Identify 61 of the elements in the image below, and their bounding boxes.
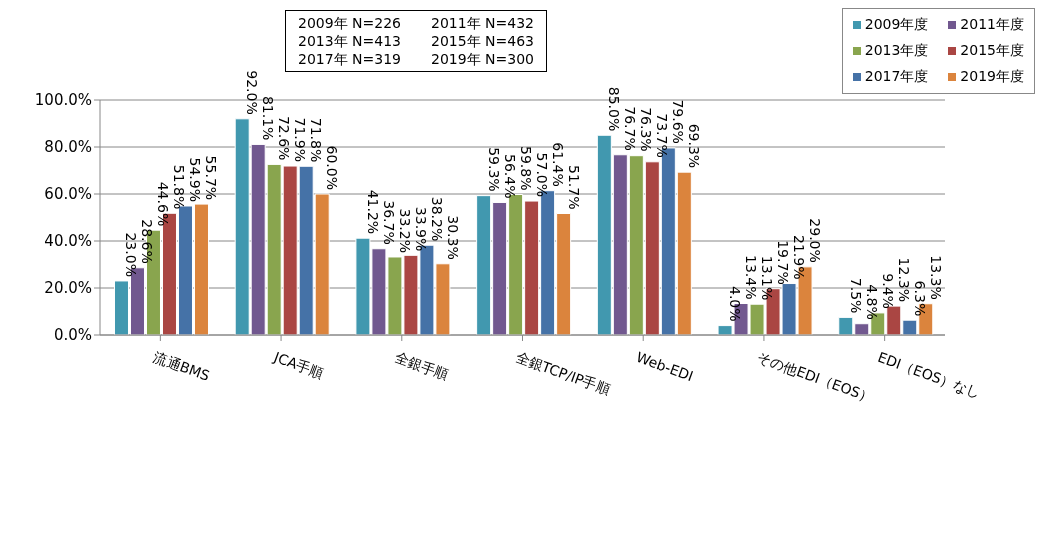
data-label: 73.7% bbox=[654, 113, 671, 158]
data-label: 23.0% bbox=[123, 232, 140, 277]
data-label: 19.7% bbox=[775, 240, 792, 285]
legend-label: 2011年度 bbox=[960, 16, 1024, 34]
legend-label: 2013年度 bbox=[864, 42, 929, 60]
y-tick-label: 20.0% bbox=[44, 279, 92, 298]
y-tick-label: 60.0% bbox=[44, 185, 92, 204]
data-label: 6.3% bbox=[911, 280, 928, 317]
data-label: 33.9% bbox=[412, 206, 429, 252]
y-tick-label: 0.0% bbox=[53, 326, 92, 345]
data-label: 51.8% bbox=[171, 164, 188, 210]
data-label: 57.0% bbox=[533, 152, 550, 198]
data-label: 76.7% bbox=[622, 106, 639, 151]
data-label: 41.2% bbox=[364, 189, 381, 235]
data-label: 92.0% bbox=[244, 70, 261, 115]
data-label: 38.2% bbox=[428, 196, 445, 242]
data-label: 13.1% bbox=[759, 255, 776, 301]
data-label: 71.8% bbox=[308, 117, 325, 163]
legend-label: 2019年度 bbox=[960, 68, 1024, 86]
data-label: 76.3% bbox=[638, 107, 655, 152]
data-label: 28.6% bbox=[139, 219, 156, 264]
data-label: 30.3% bbox=[444, 215, 461, 260]
data-label: 12.3% bbox=[895, 257, 912, 303]
data-label: 7.5% bbox=[847, 277, 864, 314]
data-label: 33.2% bbox=[396, 208, 413, 253]
legend-label: 2015年度 bbox=[960, 42, 1024, 60]
data-label: 51.7% bbox=[565, 165, 582, 210]
data-label: 29.0% bbox=[807, 218, 824, 263]
x-tick-label: 全銀手順 bbox=[392, 348, 451, 383]
data-label: 71.9% bbox=[292, 117, 309, 163]
sample-size-box: 2009年 N=226 2011年 N=432 2013年 N=413 2015年 N=463 2017年 N=319 2019年 N=300 bbox=[285, 10, 548, 72]
y-tick-label: 80.0% bbox=[44, 138, 92, 157]
data-label: 13.4% bbox=[743, 255, 760, 300]
x-tick-label: その他EDI（EOS） bbox=[754, 348, 876, 406]
data-label: 44.6% bbox=[155, 181, 172, 227]
y-tick-label: 40.0% bbox=[44, 232, 92, 251]
legend-label: 2017年度 bbox=[864, 68, 929, 86]
x-tick-label: EDI（EOS）なし bbox=[875, 348, 984, 401]
data-label: 61.4% bbox=[549, 142, 566, 187]
data-label: 59.8% bbox=[517, 145, 534, 191]
data-label: 59.3% bbox=[485, 147, 502, 192]
data-label: 36.7% bbox=[380, 200, 397, 245]
x-tick-label: 流通BMS bbox=[151, 348, 212, 384]
data-label: 54.9% bbox=[187, 157, 204, 202]
data-label: 85.0% bbox=[606, 86, 623, 132]
data-label: 60.0% bbox=[324, 145, 341, 190]
data-label: 21.9% bbox=[791, 235, 808, 280]
x-tick-label: 全銀TCP/IP手順 bbox=[513, 348, 613, 398]
data-label: 56.4% bbox=[501, 153, 518, 199]
y-tick-label: 100.0% bbox=[34, 91, 92, 110]
data-label: 55.7% bbox=[203, 155, 220, 201]
data-label: 79.6% bbox=[670, 99, 687, 144]
data-label: 4.8% bbox=[863, 284, 880, 320]
data-label: 9.4% bbox=[879, 273, 896, 309]
data-label: 81.1% bbox=[260, 95, 277, 141]
x-tick-label: JCA手順 bbox=[271, 348, 326, 382]
legend-label: 2009年度 bbox=[864, 16, 929, 34]
data-label: 69.3% bbox=[686, 123, 703, 169]
data-label: 13.3% bbox=[927, 255, 944, 300]
data-label: 4.0% bbox=[727, 286, 744, 322]
data-label: 72.6% bbox=[276, 115, 293, 161]
